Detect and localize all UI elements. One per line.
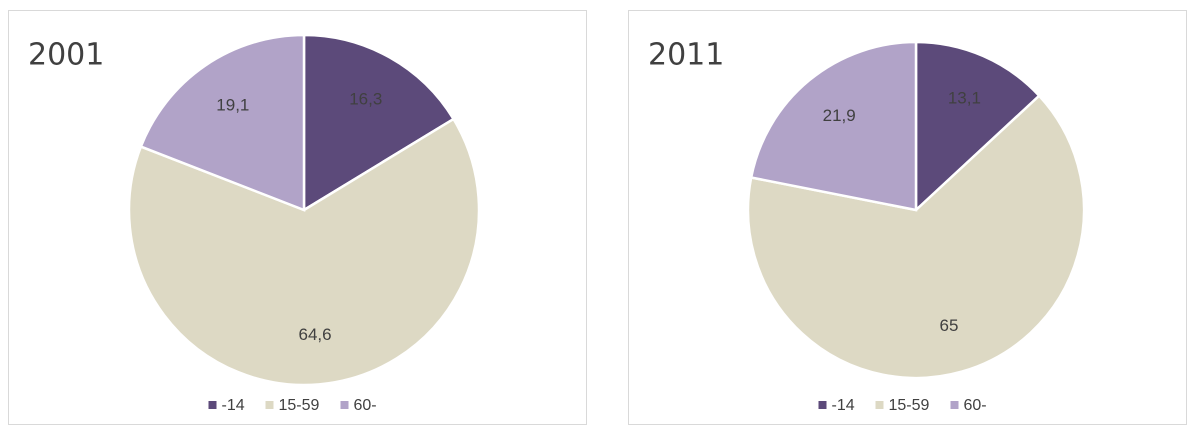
data-label: 19,1 <box>216 95 249 114</box>
legend-label: -14 <box>832 397 855 414</box>
pie-slice <box>746 93 1086 380</box>
chart-title: 2011 <box>648 38 724 73</box>
data-label: 13,1 <box>948 89 981 108</box>
legend-label: 60- <box>354 397 377 414</box>
legend-label: 15-59 <box>889 397 930 414</box>
legend-label: 15-59 <box>279 397 320 414</box>
legend-swatch <box>208 401 217 409</box>
pie-slice <box>302 33 456 213</box>
legend-swatch <box>818 401 827 409</box>
legend-label: -14 <box>222 397 245 414</box>
data-label: 64,6 <box>299 325 332 344</box>
legend-swatch <box>340 401 349 409</box>
pie-slice <box>749 40 918 212</box>
data-label: 65 <box>940 316 959 335</box>
pie-slice <box>914 40 1041 213</box>
legend-swatch <box>950 401 959 409</box>
legend-swatch <box>875 401 884 409</box>
data-label: 16,3 <box>349 90 382 109</box>
pie-slice <box>139 33 306 212</box>
pie-slice <box>127 117 481 387</box>
data-label: 21,9 <box>823 106 856 125</box>
chart-title: 2001 <box>28 38 104 73</box>
legend-swatch <box>265 401 274 409</box>
legend-label: 60- <box>964 397 987 414</box>
